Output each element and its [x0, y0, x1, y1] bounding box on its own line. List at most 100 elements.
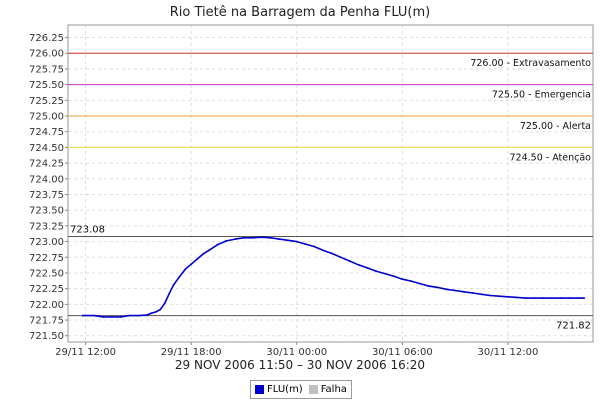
y-tick-label: 725.00	[29, 112, 64, 123]
y-tick-label: 722.25	[29, 284, 64, 295]
x-tick-label: 29/11 12:00	[55, 347, 116, 358]
data-point	[295, 240, 298, 243]
data-point	[339, 256, 342, 259]
x-tick-label: 29/11 18:00	[161, 347, 222, 358]
y-tick-label: 722.00	[29, 300, 64, 311]
data-point	[234, 238, 237, 241]
data-point	[410, 280, 413, 282]
data-point	[383, 272, 386, 275]
grid-layer	[68, 25, 593, 342]
y-tick-label: 723.75	[29, 190, 64, 201]
data-point	[278, 238, 281, 241]
data-point	[304, 243, 307, 246]
data-point	[119, 316, 122, 318]
data-point	[178, 275, 181, 278]
y-tick-label: 722.75	[29, 253, 64, 264]
data-point	[419, 282, 421, 285]
data-point	[146, 314, 149, 316]
data-point	[150, 312, 153, 314]
axis-layer: 721.50 721.75 722.00 722.25 722.50 722.75 723.…	[29, 33, 538, 358]
data-point	[489, 294, 492, 297]
threshold-label: 725.50 - Emergencia	[492, 90, 591, 101]
series-layer	[81, 236, 586, 318]
max-level-label: 723.08	[70, 225, 105, 236]
data-point	[225, 240, 228, 242]
data-point	[168, 292, 171, 295]
data-point	[287, 239, 289, 242]
threshold-layer: 726.00 - Extravasamento 725.50 - Emergenc…	[68, 52, 593, 332]
data-point	[454, 289, 457, 292]
y-tick-label: 723.25	[29, 221, 64, 232]
legend: FLU(m) Falha	[250, 380, 352, 399]
y-tick-label: 725.75	[29, 64, 64, 75]
data-point	[196, 258, 199, 260]
data-point	[515, 296, 518, 299]
data-point	[155, 311, 157, 313]
data-point	[269, 236, 272, 239]
threshold-label: 726.00 - Extravasamento	[470, 58, 591, 69]
data-point	[202, 253, 204, 256]
threshold-label: 724.50 - Atenção	[510, 152, 592, 163]
data-point	[190, 263, 193, 266]
data-point	[313, 245, 316, 248]
data-point	[375, 270, 377, 272]
y-tick-label: 725.25	[29, 96, 64, 107]
data-point	[401, 278, 404, 281]
y-tick-label: 724.00	[29, 174, 64, 185]
y-tick-label: 724.25	[29, 159, 64, 170]
data-point	[243, 236, 245, 239]
legend-swatch-flu	[255, 385, 264, 394]
data-point	[172, 284, 175, 286]
legend-label-flu: FLU(m)	[267, 384, 303, 395]
data-point	[184, 268, 187, 271]
data-point	[568, 297, 571, 299]
y-tick-label: 724.75	[29, 127, 64, 138]
data-point	[163, 302, 166, 304]
data-point	[436, 286, 439, 289]
legend-swatch-falha	[308, 385, 318, 394]
data-point	[524, 297, 527, 299]
data-point	[81, 314, 84, 317]
data-point	[111, 316, 113, 318]
data-point	[137, 314, 140, 317]
data-point	[331, 252, 333, 255]
data-point	[583, 297, 586, 299]
y-tick-label: 721.75	[29, 316, 64, 327]
y-tick-label: 721.50	[29, 331, 64, 342]
data-point	[216, 243, 219, 246]
y-tick-label: 725.50	[29, 80, 64, 91]
data-point	[93, 314, 96, 317]
y-tick-label: 726.00	[29, 49, 64, 60]
data-point	[348, 260, 351, 262]
y-tick-label: 723.50	[29, 206, 64, 217]
legend-label-falha: Falha	[320, 384, 347, 395]
data-point	[366, 267, 369, 269]
data-point	[551, 297, 553, 299]
data-point	[498, 295, 500, 298]
data-point	[480, 293, 483, 296]
data-point	[507, 295, 509, 298]
data-point	[542, 297, 544, 299]
y-tick-label: 724.50	[29, 143, 64, 154]
data-point	[102, 316, 105, 318]
data-point	[471, 292, 474, 294]
data-point	[322, 249, 325, 252]
data-point	[392, 275, 395, 277]
data-point	[251, 236, 254, 239]
x-tick-label: 30/11 12:00	[478, 347, 539, 358]
data-point	[577, 297, 580, 299]
series-line-flu	[82, 236, 585, 318]
y-tick-label: 722.50	[29, 268, 64, 279]
legend-item-falha: Falha	[308, 384, 347, 395]
data-point	[260, 236, 263, 239]
plot-area	[67, 24, 594, 343]
threshold-label: 725.00 - Alerta	[520, 121, 591, 132]
chart-title: Rio Tietê na Barragem da Penha FLU(m)	[170, 5, 431, 20]
chart-subtitle: 29 NOV 2006 11:50 – 30 NOV 2006 16:20	[175, 358, 425, 372]
data-point	[559, 297, 562, 299]
x-tick-label: 30/11 06:00	[372, 347, 433, 358]
x-tick-label: 30/11 00:00	[266, 347, 327, 358]
data-point	[463, 290, 465, 293]
y-tick-label: 726.25	[29, 33, 64, 44]
